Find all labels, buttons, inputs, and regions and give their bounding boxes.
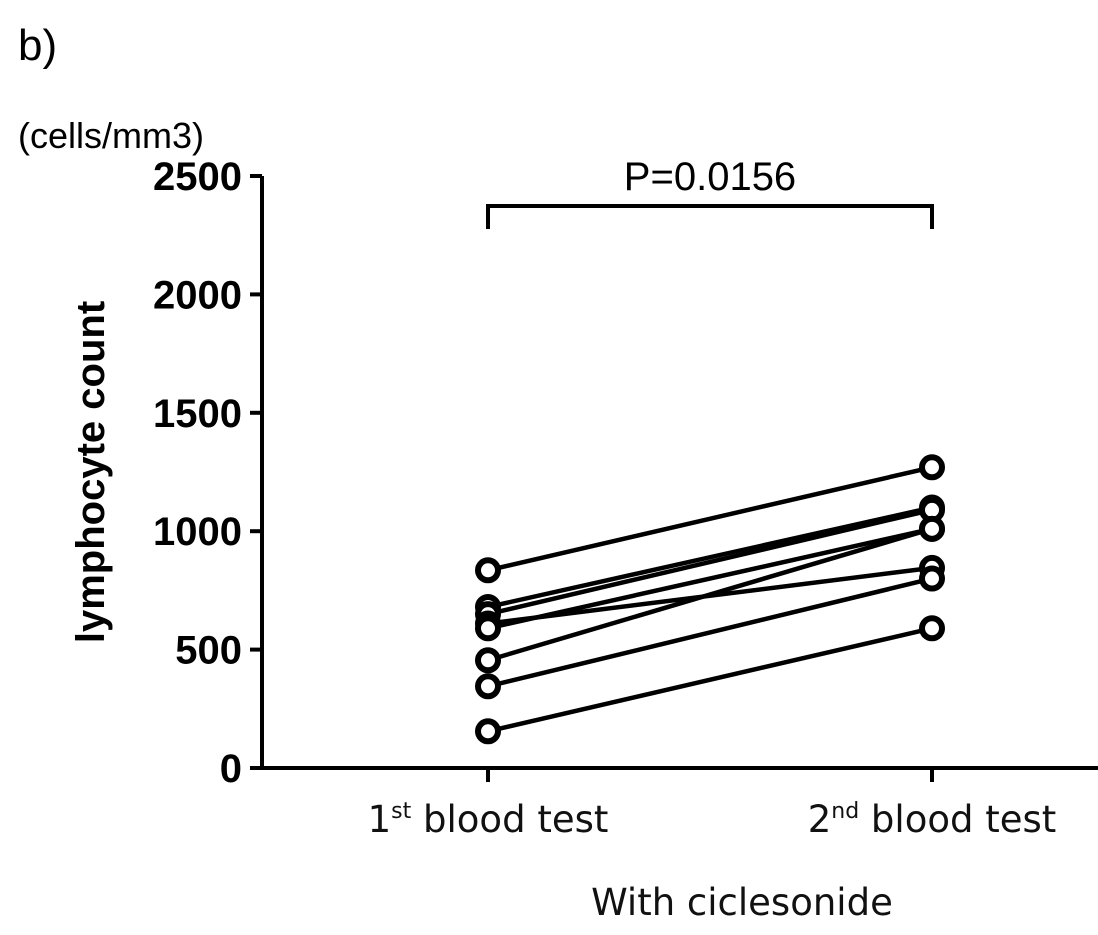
y-tick-label: 1500 bbox=[153, 392, 242, 436]
second-test-point bbox=[919, 454, 945, 481]
subject-line bbox=[487, 526, 933, 631]
first-test-point bbox=[475, 718, 501, 745]
y-axis-label: lymphocyte count bbox=[69, 301, 113, 643]
first-test-point bbox=[475, 557, 501, 584]
y-tick-label: 0 bbox=[220, 747, 242, 791]
y-tick-label: 2000 bbox=[153, 273, 242, 317]
y-tick-label: 2500 bbox=[153, 155, 242, 199]
x-tick-label: 2nd blood test bbox=[808, 798, 1057, 841]
y-tick-label: 1000 bbox=[153, 510, 242, 554]
first-test-point bbox=[475, 647, 501, 674]
subject-line bbox=[487, 576, 933, 689]
significance-bracket: P=0.0156 bbox=[486, 155, 934, 229]
bracket-line bbox=[486, 204, 934, 229]
y-tick-label: 500 bbox=[175, 629, 242, 673]
second-test-point bbox=[919, 565, 945, 592]
second-test-point bbox=[919, 615, 945, 642]
x-tick-label: 1st blood test bbox=[368, 798, 609, 841]
x-axis-label: With ciclesonide bbox=[591, 881, 893, 924]
second-test-point bbox=[919, 515, 945, 542]
paired-series bbox=[475, 454, 945, 745]
first-test-point bbox=[475, 673, 501, 700]
y-axis-ticks: 0 500 1000 1500 2000 2500 bbox=[153, 155, 262, 791]
x-axis-ticks: 1st blood test 2nd blood test bbox=[368, 768, 1057, 841]
panel-label: b) bbox=[18, 21, 57, 70]
first-test-point bbox=[475, 615, 501, 642]
p-value-label: P=0.0156 bbox=[624, 155, 796, 199]
subject-line bbox=[487, 505, 933, 610]
subject-line bbox=[487, 507, 933, 617]
unit-label: (cells/mm3) bbox=[18, 115, 204, 156]
subject-line bbox=[487, 526, 933, 663]
subject-line bbox=[487, 626, 933, 734]
subject-line bbox=[487, 465, 933, 573]
